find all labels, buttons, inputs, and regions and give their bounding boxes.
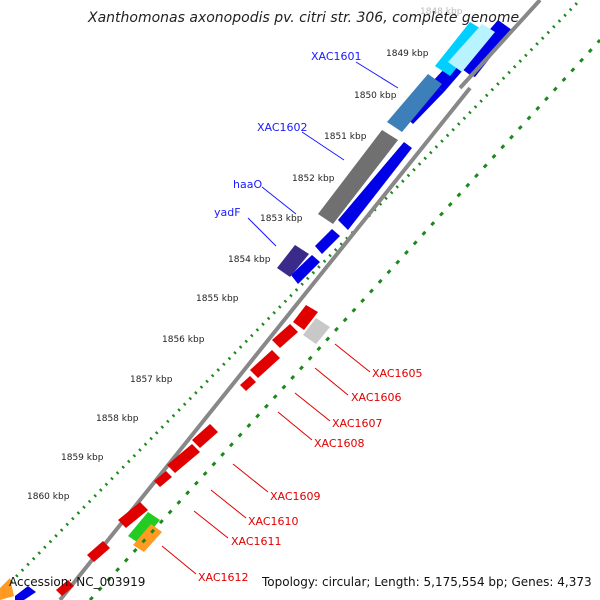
- scale-label: 1858 kbp: [96, 414, 139, 424]
- leader-line: [301, 131, 345, 161]
- cds-edge-orange: [0, 578, 14, 600]
- cds-xac1610: [154, 471, 172, 487]
- gc-track-inner: [88, 38, 600, 600]
- leader-line: [355, 61, 399, 89]
- leader-line: [161, 545, 197, 575]
- gene-label-xac1606: XAC1606: [351, 391, 402, 404]
- gene-label-yadf: yadF: [214, 206, 241, 219]
- scale-label: 1854 kbp: [228, 255, 271, 265]
- reverse-cds-feature: [291, 255, 320, 284]
- cds-xac1611: [118, 502, 148, 528]
- genome-backbone-inner: [458, 0, 542, 90]
- cds-xac1607: [240, 376, 256, 391]
- gene-label-xac1607: XAC1607: [332, 417, 383, 430]
- topology-text: Topology: circular; Length: 5,175,554 bp…: [261, 575, 592, 589]
- leader-line: [210, 489, 247, 519]
- cds-xac1606: [250, 350, 280, 378]
- leader-line: [232, 463, 269, 493]
- leader-line: [193, 510, 229, 539]
- reverse-strand-track: [15, 20, 512, 600]
- gene-label-xac1611: XAC1611: [231, 535, 282, 548]
- leader-line: [334, 343, 371, 373]
- scale-label: 1850 kbp: [354, 91, 397, 101]
- leader-line: [247, 217, 277, 247]
- scale-labels: 1848 kbp 1849 kbp 1850 kbp 1851 kbp 1852…: [27, 7, 463, 502]
- scale-label: 1852 kbp: [292, 174, 335, 184]
- cds-xac1608: [192, 424, 218, 448]
- cds-xac1604: [303, 318, 330, 344]
- gene-label-xac1612: XAC1612: [198, 571, 249, 584]
- inner-gene-labels: XAC1605 XAC1606 XAC1607 XAC1608 XAC1609 …: [161, 343, 423, 584]
- leader-line: [294, 392, 331, 422]
- map-title: Xanthomonas axonopodis pv. citri str. 30…: [87, 10, 519, 26]
- leader-line: [314, 367, 349, 396]
- cds-xac1614: [56, 580, 74, 596]
- gene-label-xac1601: XAC1601: [311, 50, 362, 63]
- cds-xac1600b: [448, 24, 495, 72]
- scale-label: 1859 kbp: [61, 453, 104, 463]
- gene-label-xac1602: XAC1602: [257, 121, 308, 134]
- cds-xac1611b: [128, 512, 160, 544]
- reverse-cds-feature: [315, 229, 340, 254]
- accession-text: Accession: NC_003919: [9, 575, 145, 589]
- forward-strand-track: [0, 305, 330, 600]
- scale-label: 1848 kbp: [420, 7, 463, 17]
- scale-label: 1860 kbp: [27, 492, 70, 502]
- leader-line: [277, 411, 313, 441]
- cds-xac1609: [167, 444, 200, 473]
- gene-label-xac1608: XAC1608: [314, 437, 365, 450]
- forward-outer-features: [277, 22, 495, 277]
- scale-label: 1855 kbp: [196, 294, 239, 304]
- reverse-cds-feature: [15, 586, 36, 600]
- gene-label-haao: haaO: [233, 178, 262, 191]
- gene-label-xac1605: XAC1605: [372, 367, 423, 380]
- outer-gene-labels: XAC1601 XAC1602 haaO yadF: [214, 50, 399, 247]
- cds-xac1601: [387, 74, 442, 132]
- reverse-cds-feature: [458, 20, 512, 77]
- cds-haao-yadf: [277, 245, 309, 277]
- scale-label: 1853 kbp: [260, 214, 303, 224]
- cds-xac1613: [87, 541, 110, 562]
- gene-label-xac1610: XAC1610: [248, 515, 299, 528]
- cds-xac1603: [293, 305, 318, 330]
- gc-track-outer: [3, 0, 582, 590]
- scale-label: 1856 kbp: [162, 335, 205, 345]
- gene-label-xac1609: XAC1609: [270, 490, 321, 503]
- scale-label: 1851 kbp: [324, 132, 367, 142]
- cds-xac1605: [272, 324, 298, 348]
- reverse-cds-feature: [338, 142, 412, 230]
- scale-label: 1849 kbp: [386, 49, 429, 59]
- cds-xac1602: [318, 130, 398, 224]
- scale-label: 1857 kbp: [130, 375, 173, 385]
- leader-line: [261, 186, 297, 215]
